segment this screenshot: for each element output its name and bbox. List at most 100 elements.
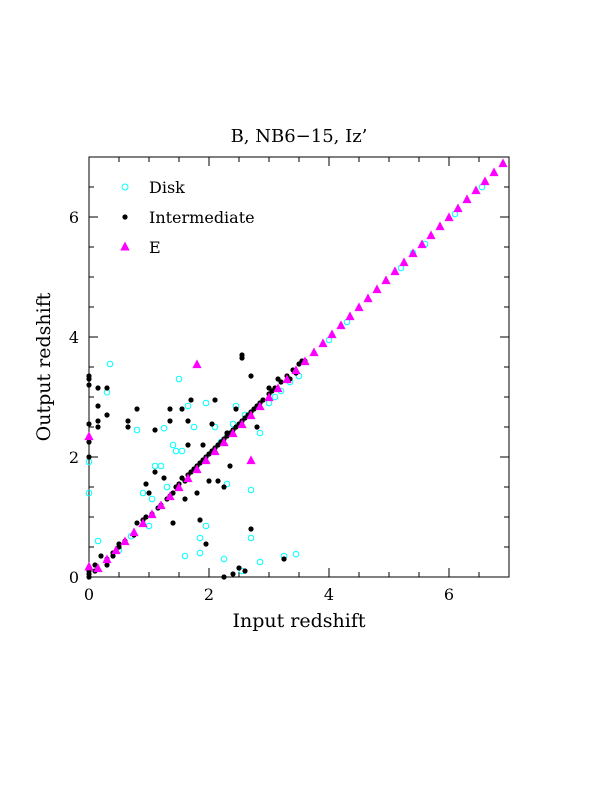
disk-point — [151, 462, 159, 470]
intermediate-point — [182, 496, 188, 502]
intermediate-point — [116, 541, 122, 547]
intermediate-point — [167, 406, 173, 412]
x-tick-label: 0 — [84, 585, 94, 604]
e-point — [102, 554, 112, 564]
e-point — [453, 203, 463, 213]
e-point — [93, 563, 103, 573]
e-point — [471, 185, 481, 195]
disk-point — [106, 360, 114, 368]
e-point — [417, 239, 427, 249]
e-point — [192, 359, 202, 369]
intermediate-point — [86, 421, 92, 427]
e-point — [282, 374, 292, 384]
disk-point — [202, 399, 210, 407]
e-point — [165, 491, 175, 501]
y-tick-label: 6 — [69, 208, 79, 227]
intermediate-point — [206, 478, 212, 484]
e-point — [147, 509, 157, 519]
intermediate-point — [86, 373, 92, 379]
e-point — [435, 221, 445, 231]
intermediate-point — [209, 421, 215, 427]
e-point — [444, 212, 454, 222]
disk-point — [256, 429, 264, 437]
disk-point — [163, 483, 171, 491]
y-tick-labels: 0 2 4 6 — [69, 208, 79, 587]
e-point — [327, 329, 337, 339]
intermediate-point — [221, 484, 227, 490]
disk-point — [247, 534, 255, 542]
e-point — [156, 500, 166, 510]
disk-point — [160, 424, 168, 432]
intermediate-point — [104, 562, 110, 568]
e-point — [201, 455, 211, 465]
x-tick-label: 4 — [324, 585, 334, 604]
disk-point — [157, 462, 165, 470]
intermediate-point — [152, 427, 158, 433]
legend-label-intermediate: Intermediate — [149, 208, 255, 227]
e-point — [489, 167, 499, 177]
e-point — [318, 338, 328, 348]
e-point — [246, 410, 256, 420]
disk-point — [172, 447, 180, 455]
e-point — [129, 527, 139, 537]
legend-marker-e — [120, 241, 130, 251]
e-point — [363, 293, 373, 303]
disk-point — [94, 537, 102, 545]
intermediate-point — [194, 490, 200, 496]
disk-point — [184, 402, 192, 410]
e-point — [120, 536, 130, 546]
disk-point — [271, 393, 279, 401]
disk-point — [223, 480, 231, 488]
intermediate-point — [278, 379, 284, 385]
e-point — [399, 257, 409, 267]
e-point — [192, 464, 202, 474]
e-point — [228, 428, 238, 438]
intermediate-point — [215, 478, 221, 484]
e-point — [219, 437, 229, 447]
e-point — [345, 311, 355, 321]
intermediate-point — [185, 418, 191, 424]
e-point — [246, 455, 256, 465]
legend-label-disk: Disk — [149, 178, 185, 197]
intermediate-point — [152, 469, 158, 475]
legend-marker-intermediate — [122, 214, 128, 220]
x-tick-labels: 0 2 4 6 — [84, 585, 454, 604]
intermediate-point — [95, 385, 101, 391]
intermediate-point — [95, 424, 101, 430]
intermediate-point — [254, 424, 260, 430]
e-point — [111, 545, 121, 555]
intermediate-point — [86, 439, 92, 445]
legend: Disk Intermediate E — [120, 178, 255, 257]
intermediate-point — [227, 463, 233, 469]
intermediate-point — [125, 418, 131, 424]
intermediate-point — [197, 517, 203, 523]
legend-marker-disk — [121, 183, 129, 191]
intermediate-point — [86, 454, 92, 460]
intermediate-point — [239, 352, 245, 358]
intermediate-point — [248, 526, 254, 532]
e-point — [237, 419, 247, 429]
intermediate-point — [221, 574, 227, 580]
e-point — [84, 561, 94, 571]
disk-point — [148, 495, 156, 503]
intermediate-point — [179, 406, 185, 412]
disk-point — [229, 420, 237, 428]
intermediate-point — [104, 412, 110, 418]
y-tick-label: 2 — [69, 448, 79, 467]
e-point — [462, 194, 472, 204]
disk-point — [169, 441, 177, 449]
intermediate-point — [134, 406, 140, 412]
y-tick-label: 4 — [69, 328, 79, 347]
disk-point — [145, 522, 153, 530]
e-point — [183, 473, 193, 483]
intermediate-point — [125, 424, 131, 430]
intermediate-point — [212, 397, 218, 403]
e-point — [426, 230, 436, 240]
disk-point — [181, 552, 189, 560]
e-point — [291, 365, 301, 375]
disk-point — [139, 489, 147, 497]
e-point — [309, 347, 319, 357]
disk-point — [85, 489, 93, 497]
disk-point — [247, 486, 255, 494]
